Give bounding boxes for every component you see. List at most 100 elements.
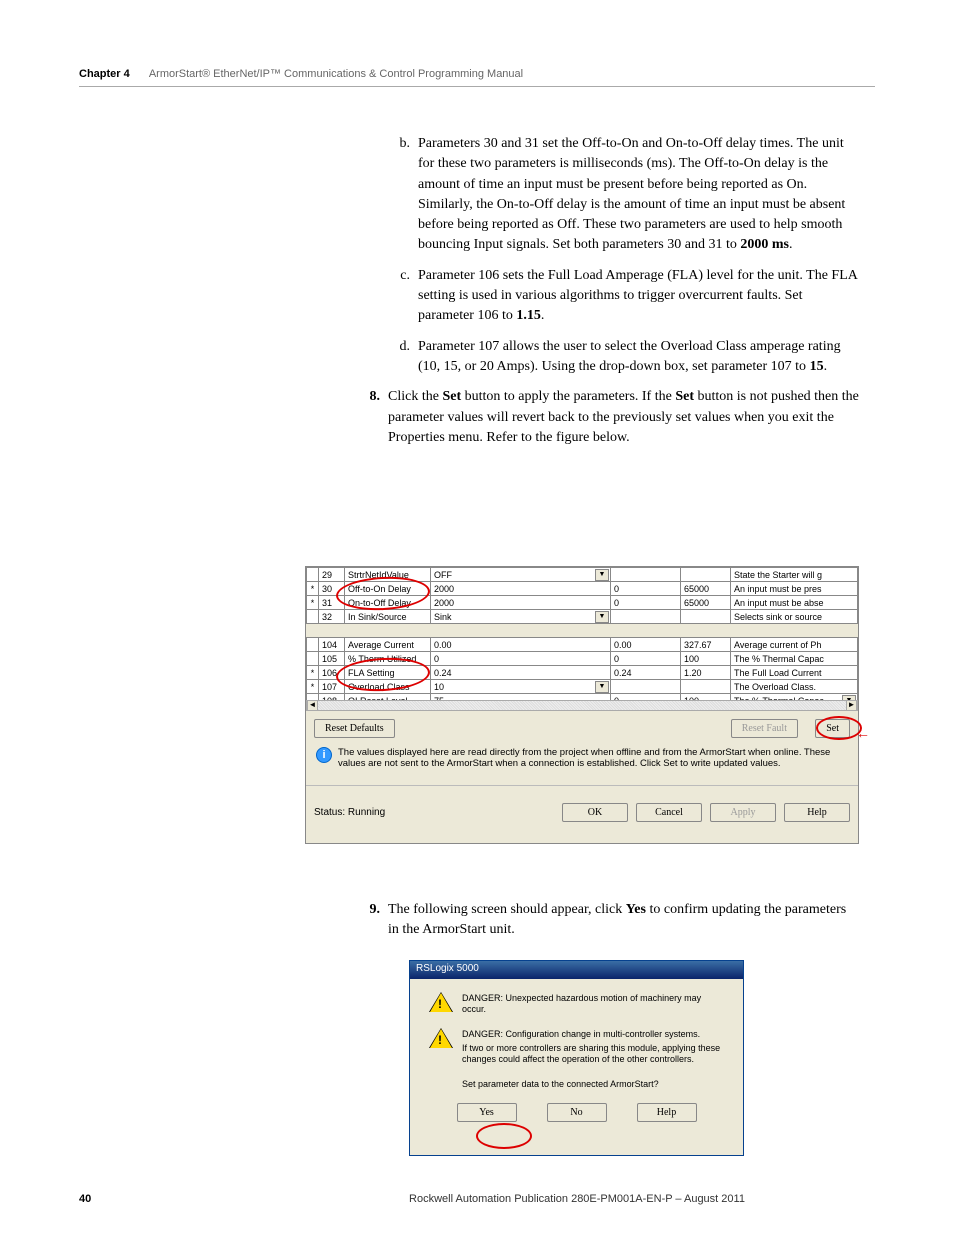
parameter-table-screenshot: 29StrtrNetIdValueOFF▼State the Starter w… bbox=[305, 566, 859, 844]
row-star bbox=[307, 568, 319, 582]
info-row: i The values displayed here are read dir… bbox=[316, 747, 848, 770]
row-min: 0 bbox=[611, 652, 681, 666]
reset-defaults-button[interactable]: Reset Defaults bbox=[314, 719, 395, 738]
grid-area: 29StrtrNetIdValueOFF▼State the Starter w… bbox=[306, 567, 858, 700]
publication-info: Rockwell Automation Publication 280E-PM0… bbox=[279, 1193, 875, 1205]
help-button[interactable]: Help bbox=[637, 1103, 697, 1122]
scroll-left-icon[interactable]: ◄ bbox=[307, 701, 318, 710]
row-value[interactable]: 0 bbox=[431, 652, 611, 666]
header-title: ArmorStart® EtherNet/IP™ Communications … bbox=[149, 68, 523, 80]
row-desc: An input must be abse bbox=[731, 596, 858, 610]
help-button[interactable]: Help bbox=[784, 803, 850, 822]
bold-text: 1.15 bbox=[516, 308, 541, 323]
list-marker: 9. bbox=[360, 900, 388, 941]
table-row: 32In Sink/SourceSink▼ Selects sink or sou… bbox=[307, 610, 858, 624]
text: Parameters 30 and 31 set the Off-to-On a… bbox=[418, 136, 845, 252]
row-value[interactable]: Sink▼ bbox=[431, 610, 611, 624]
info-text: The values displayed here are read direc… bbox=[338, 747, 848, 770]
horizontal-scrollbar[interactable]: ◄ ► bbox=[306, 700, 858, 711]
row-star: * bbox=[307, 582, 319, 596]
warning-icon: ! bbox=[430, 993, 452, 1013]
row-star bbox=[307, 652, 319, 666]
row-id: 104 bbox=[319, 638, 345, 652]
chapter-label: Chapter 4 bbox=[79, 68, 130, 80]
row-max bbox=[681, 610, 731, 624]
row-value[interactable]: 10▼ bbox=[431, 680, 611, 694]
annotation-arrow-icon: ← bbox=[856, 725, 870, 741]
text: DANGER: Configuration change in multi-co… bbox=[462, 1029, 723, 1040]
row-id: 29 bbox=[319, 568, 345, 582]
row-min: 0.00 bbox=[611, 638, 681, 652]
table-row: 104Average Current0.000.00327.67Average … bbox=[307, 638, 858, 652]
rslogix-dialog-screenshot: RSLogix 5000 ! DANGER: Unexpected hazard… bbox=[409, 960, 744, 1156]
page-footer: 40 Rockwell Automation Publication 280E-… bbox=[79, 1193, 875, 1205]
list-marker: b. bbox=[390, 134, 418, 256]
dropdown-icon[interactable]: ▼ bbox=[595, 569, 609, 581]
list-item-c: c. Parameter 106 sets the Full Load Ampe… bbox=[390, 266, 859, 327]
row-max bbox=[681, 568, 731, 582]
scroll-right-icon[interactable]: ► bbox=[846, 701, 857, 710]
page-number: 40 bbox=[79, 1193, 279, 1205]
row-name: In Sink/Source bbox=[345, 610, 431, 624]
text: Parameter 107 allows the user to select … bbox=[418, 339, 841, 374]
dialog-question: Set parameter data to the connected Armo… bbox=[462, 1079, 723, 1089]
list-marker: c. bbox=[390, 266, 418, 327]
row-min bbox=[611, 610, 681, 624]
info-icon: i bbox=[316, 747, 332, 763]
no-button[interactable]: No bbox=[547, 1103, 607, 1122]
divider bbox=[306, 785, 858, 786]
row-value[interactable]: 0.00 bbox=[431, 638, 611, 652]
page-header: Chapter 4 ArmorStart® EtherNet/IP™ Commu… bbox=[79, 68, 875, 80]
row-value[interactable]: 2000 bbox=[431, 596, 611, 610]
row-min: 0 bbox=[611, 596, 681, 610]
list-item-9: 9. The following screen should appear, c… bbox=[360, 900, 859, 941]
warning-icon: ! bbox=[430, 1029, 452, 1049]
warning-text: DANGER: Unexpected hazardous motion of m… bbox=[462, 993, 723, 1015]
row-max: 65000 bbox=[681, 582, 731, 596]
bold-text: 2000 ms bbox=[740, 237, 789, 252]
text: button to apply the parameters. If the bbox=[461, 389, 675, 404]
list-marker: 8. bbox=[360, 387, 388, 448]
row-min: 0.24 bbox=[611, 666, 681, 680]
bold-text: Set bbox=[675, 389, 694, 404]
annotation-circle bbox=[476, 1123, 532, 1149]
text: Click the bbox=[388, 389, 442, 404]
row-id: 32 bbox=[319, 610, 345, 624]
row-value[interactable]: 0.24 bbox=[431, 666, 611, 680]
dropdown-icon[interactable]: ▼ bbox=[595, 611, 609, 623]
header-rule bbox=[79, 86, 875, 87]
warning-text: DANGER: Configuration change in multi-co… bbox=[462, 1029, 723, 1065]
row-value[interactable]: 2000 bbox=[431, 582, 611, 596]
row-max: 100 bbox=[681, 652, 731, 666]
bold-text: Yes bbox=[626, 902, 646, 917]
dialog-buttons: Yes No Help bbox=[430, 1103, 723, 1122]
bold-text: Set bbox=[442, 389, 461, 404]
ok-button[interactable]: OK bbox=[562, 803, 628, 822]
list-item-8: 8. Click the Set button to apply the par… bbox=[360, 387, 859, 448]
bold-text: 15 bbox=[810, 359, 824, 374]
dropdown-icon[interactable]: ▼ bbox=[595, 681, 609, 693]
text: The following screen should appear, clic… bbox=[388, 902, 626, 917]
row-desc: Selects sink or source bbox=[731, 610, 858, 624]
text: Parameter 106 sets the Full Load Amperag… bbox=[418, 268, 857, 324]
row-id: 105 bbox=[319, 652, 345, 666]
cancel-button[interactable]: Cancel bbox=[636, 803, 702, 822]
dialog-body: ! DANGER: Unexpected hazardous motion of… bbox=[410, 979, 743, 1130]
button-row: Reset Defaults Reset Fault Set bbox=[314, 719, 850, 739]
row-value[interactable]: OFF▼ bbox=[431, 568, 611, 582]
warning-row: ! DANGER: Configuration change in multi-… bbox=[430, 1029, 723, 1065]
row-desc: State the Starter will g bbox=[731, 568, 858, 582]
row-star: * bbox=[307, 666, 319, 680]
row-star bbox=[307, 610, 319, 624]
row-max bbox=[681, 680, 731, 694]
row-desc: The Overload Class. bbox=[731, 680, 858, 694]
warning-row: ! DANGER: Unexpected hazardous motion of… bbox=[430, 993, 723, 1015]
reset-fault-button[interactable]: Reset Fault bbox=[731, 719, 798, 738]
row-star bbox=[307, 638, 319, 652]
row-max: 1.20 bbox=[681, 666, 731, 680]
yes-button[interactable]: Yes bbox=[457, 1103, 517, 1122]
row-star: * bbox=[307, 680, 319, 694]
apply-button[interactable]: Apply bbox=[710, 803, 776, 822]
row-min bbox=[611, 680, 681, 694]
list-item-b: b. Parameters 30 and 31 set the Off-to-O… bbox=[390, 134, 859, 256]
